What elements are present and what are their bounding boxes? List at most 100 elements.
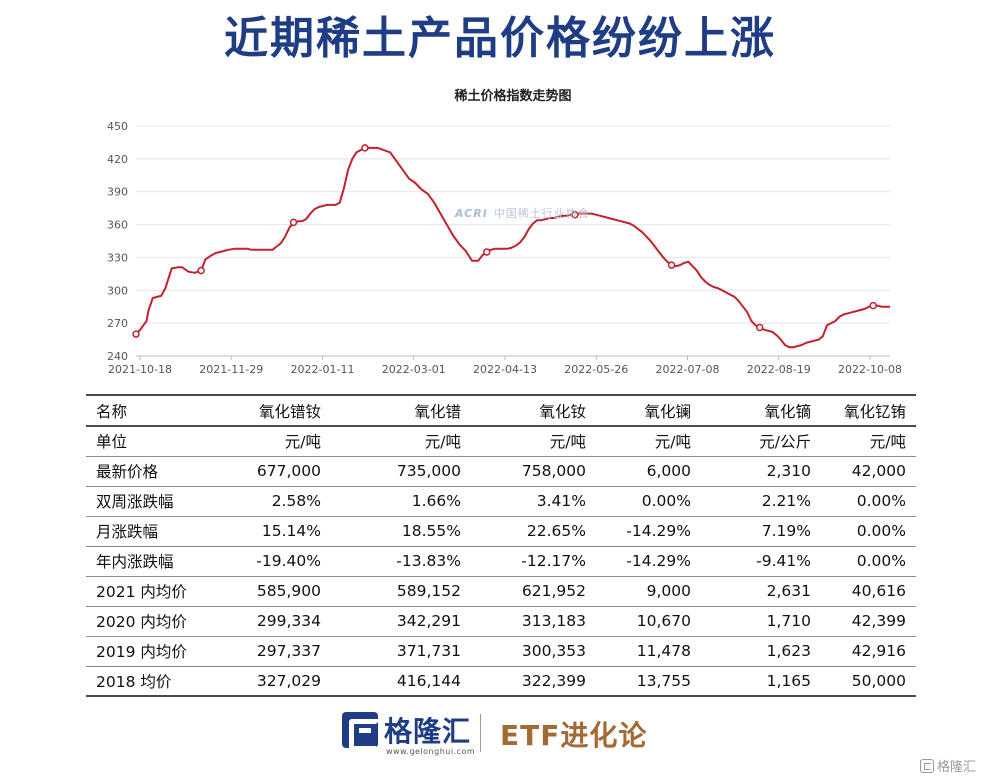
value-cell: 2.21% bbox=[701, 486, 821, 517]
value-cell: 299,334 bbox=[216, 606, 331, 637]
y-tick-label: 270 bbox=[107, 317, 128, 330]
value-cell: 15.14% bbox=[216, 516, 331, 547]
value-cell: 10,670 bbox=[596, 606, 701, 637]
y-tick-label: 330 bbox=[107, 251, 128, 264]
acri-watermark: ACRI 中国稀土行业协会 bbox=[455, 205, 590, 221]
value-cell: 371,731 bbox=[331, 636, 471, 667]
corner-watermark: 格隆汇 bbox=[920, 756, 976, 775]
gelonghui-logo-icon bbox=[342, 712, 381, 751]
row-label-cell: 2020 内均价 bbox=[86, 606, 216, 637]
table-row: 2018 均价 327,029 416,144 322,399 13,755 1,165 5… bbox=[86, 666, 916, 697]
value-cell: 42,399 bbox=[821, 606, 916, 637]
table-row: 最新价格 677,000 735,000 758,000 6,000 2,310 42,00… bbox=[86, 456, 916, 487]
footer-divider bbox=[480, 714, 481, 752]
x-tick-label: 2022-03-01 bbox=[382, 363, 446, 376]
row-label-cell: 年内涨跌幅 bbox=[86, 546, 216, 577]
value-cell: 621,952 bbox=[471, 576, 596, 607]
data-point-marker bbox=[197, 266, 205, 275]
value-cell: 589,152 bbox=[331, 576, 471, 607]
price-table-body: 名称 氧化镨钕 氧化镨 氧化钕 氧化镧 氧化镝 氧化钇铕 单位 元/吨 元/吨 元/吨… bbox=[86, 394, 916, 697]
value-cell: 2,631 bbox=[701, 576, 821, 607]
value-cell: 416,144 bbox=[331, 666, 471, 697]
value-cell: 50,000 bbox=[821, 666, 916, 697]
value-cell: 1,710 bbox=[701, 606, 821, 637]
y-tick-label: 390 bbox=[107, 186, 128, 199]
header-cell-la-oxide: 氧化镧 bbox=[596, 394, 701, 427]
value-cell: 0.00% bbox=[821, 516, 916, 547]
header-cell-nd-oxide: 氧化钕 bbox=[471, 394, 596, 427]
row-label-cell: 2018 均价 bbox=[86, 666, 216, 697]
x-tick-label: 2022-10-08 bbox=[838, 363, 902, 376]
y-tick-label: 450 bbox=[107, 120, 128, 133]
row-label-cell: 双周涨跌幅 bbox=[86, 486, 216, 517]
table-row: 年内涨跌幅 -19.40% -13.83% -12.17% -14.29% -9.41% 0… bbox=[86, 546, 916, 577]
y-tick-label: 300 bbox=[107, 284, 128, 297]
value-cell: 585,900 bbox=[216, 576, 331, 607]
value-cell: 元/公斤 bbox=[701, 426, 821, 457]
x-tick-label: 2022-01-11 bbox=[291, 363, 355, 376]
value-cell: 3.41% bbox=[471, 486, 596, 517]
row-label-cell: 最新价格 bbox=[86, 456, 216, 487]
table-row: 2020 内均价 299,334 342,291 313,183 10,670 1,710… bbox=[86, 606, 916, 637]
value-cell: 2.58% bbox=[216, 486, 331, 517]
value-cell: 2,310 bbox=[701, 456, 821, 487]
value-cell: 0.00% bbox=[821, 486, 916, 517]
value-cell: 9,000 bbox=[596, 576, 701, 607]
data-point-marker bbox=[667, 261, 676, 269]
data-point-marker bbox=[361, 144, 369, 152]
y-tick-label: 240 bbox=[107, 350, 128, 363]
row-label-cell: 月涨跌幅 bbox=[86, 516, 216, 547]
header-cell-dy-oxide: 氧化镝 bbox=[701, 394, 821, 427]
brand-url: www.gelonghui.com bbox=[386, 747, 476, 756]
table-row: 单位 元/吨 元/吨 元/吨 元/吨 元/公斤 元/吨 bbox=[86, 426, 916, 457]
table-row: 双周涨跌幅 2.58% 1.66% 3.41% 0.00% 2.21% 0.00% bbox=[86, 486, 916, 517]
table-row: 2019 内均价 297,337 371,731 300,353 11,478 1,623… bbox=[86, 636, 916, 667]
corner-watermark-text: 格隆汇 bbox=[937, 760, 977, 775]
line-chart-svg: 稀土价格指数走势图 240 270 300 330 360 390 420 450 2021-10… bbox=[107, 88, 902, 376]
table-header-row: 名称 氧化镨钕 氧化镨 氧化钕 氧化镧 氧化镝 氧化钇铕 bbox=[86, 394, 916, 427]
value-cell: 元/吨 bbox=[471, 426, 596, 457]
value-cell: 元/吨 bbox=[331, 426, 471, 457]
y-tick-label: 360 bbox=[107, 219, 128, 232]
data-point-marker bbox=[482, 248, 491, 256]
value-cell: -13.83% bbox=[331, 546, 471, 577]
value-cell: 42,916 bbox=[821, 636, 916, 667]
x-tick-label: 2021-11-29 bbox=[199, 363, 263, 376]
row-label-cell: 2019 内均价 bbox=[86, 636, 216, 667]
data-point-marker bbox=[289, 218, 298, 227]
value-cell: 297,337 bbox=[216, 636, 331, 667]
value-cell: 1.66% bbox=[331, 486, 471, 517]
value-cell: 758,000 bbox=[471, 456, 596, 487]
header-cell-y-eu-oxide: 氧化钇铕 bbox=[821, 394, 916, 427]
price-table: 名称 氧化镨钕 氧化镨 氧化钕 氧化镧 氧化镝 氧化钇铕 单位 元/吨 元/吨 元/吨… bbox=[86, 394, 916, 697]
header-cell-prnd-oxide: 氧化镨钕 bbox=[216, 394, 331, 427]
value-cell: 7.19% bbox=[701, 516, 821, 547]
header-cell-name: 名称 bbox=[86, 394, 216, 427]
value-cell: 元/吨 bbox=[821, 426, 916, 457]
value-cell: 300,353 bbox=[471, 636, 596, 667]
value-cell: -19.40% bbox=[216, 546, 331, 577]
value-cell: -12.17% bbox=[471, 546, 596, 577]
value-cell: 322,399 bbox=[471, 666, 596, 697]
value-cell: 327,029 bbox=[216, 666, 331, 697]
table-row: 2021 内均价 585,900 589,152 621,952 9,000 2,631 4… bbox=[86, 576, 916, 607]
y-tick-label: 420 bbox=[107, 153, 128, 166]
price-index-line bbox=[135, 146, 890, 349]
value-cell: 40,616 bbox=[821, 576, 916, 607]
value-cell: 42,000 bbox=[821, 456, 916, 487]
value-cell: 1,165 bbox=[701, 666, 821, 697]
value-cell: 元/吨 bbox=[596, 426, 701, 457]
chart-title: 稀土价格指数走势图 bbox=[454, 88, 571, 104]
watermark-text: 中国稀土行业协会 bbox=[493, 207, 590, 220]
x-tick-label: 2022-07-08 bbox=[656, 363, 720, 376]
x-tick-label: 2022-04-13 bbox=[473, 363, 537, 376]
partner-brand: ETF进化论 bbox=[500, 719, 648, 752]
data-point-marker bbox=[571, 210, 579, 219]
value-cell: -14.29% bbox=[596, 516, 701, 547]
brand-name: 格隆汇 bbox=[384, 715, 472, 748]
x-tick-label: 2022-08-19 bbox=[747, 363, 811, 376]
x-tick-label: 2021-10-18 bbox=[108, 363, 172, 376]
x-tick-label: 2022-05-26 bbox=[564, 363, 628, 376]
value-cell: 735,000 bbox=[331, 456, 471, 487]
table-row: 月涨跌幅 15.14% 18.55% 22.65% -14.29% 7.19% 0.00% bbox=[86, 516, 916, 547]
